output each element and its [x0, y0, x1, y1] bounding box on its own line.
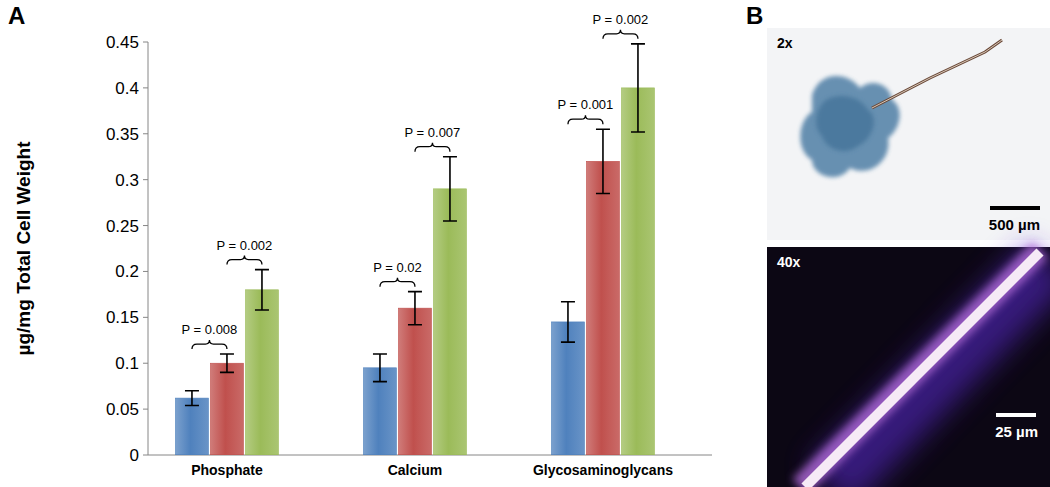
y-tick	[143, 363, 148, 364]
bracket	[380, 278, 415, 287]
error-bar	[443, 157, 457, 221]
bracket	[227, 256, 262, 265]
fluorescence-halo	[800, 250, 1040, 487]
magnification-label: 40x	[777, 254, 801, 270]
scale-bar-label: 25 µm	[995, 423, 1038, 440]
y-tick-label: 0.15	[106, 308, 139, 327]
y-tick-label: 0.35	[106, 125, 139, 144]
panel-label: B	[746, 2, 763, 29]
p-value-label: P = 0.007	[405, 125, 461, 140]
bar	[433, 189, 466, 455]
y-axis-line	[148, 42, 149, 455]
bar	[175, 398, 208, 455]
y-axis-label: µg/mg Total Cell Weight	[13, 141, 34, 356]
error-bar	[373, 354, 387, 382]
panel-label: A	[8, 2, 25, 29]
fiber-fluorescent	[805, 252, 1040, 487]
y-tick-label: 0.4	[115, 79, 139, 98]
bars	[175, 44, 654, 455]
p-value-label: P = 0.008	[182, 322, 238, 337]
bar	[586, 161, 619, 455]
bar	[621, 88, 654, 455]
y-tick-label: 0.1	[115, 354, 139, 373]
y-tick	[143, 317, 148, 318]
bar	[245, 290, 278, 455]
p-value-label: P = 0.002	[217, 238, 273, 253]
error-bar	[561, 302, 575, 342]
y-tick	[143, 42, 148, 43]
error-bar	[255, 270, 269, 310]
y-tick	[143, 179, 148, 180]
y-tick	[143, 133, 148, 134]
scale-bar	[990, 206, 1040, 210]
p-value-label: P = 0.001	[558, 97, 614, 112]
image-background	[767, 28, 1050, 240]
x-tick-label: Glycosaminoglycans	[533, 462, 673, 478]
bracket	[192, 340, 227, 349]
bar	[398, 308, 431, 455]
fiber	[872, 40, 1002, 108]
fiber-core	[872, 40, 1002, 108]
y-tick	[143, 225, 148, 226]
p-value-label: P = 0.02	[373, 260, 422, 275]
scale-bar	[996, 413, 1036, 417]
y-tick-label: 0.05	[106, 400, 139, 419]
error-bar	[596, 129, 610, 193]
fluorescence-glow	[830, 262, 1050, 487]
bar	[210, 363, 243, 455]
y-tick-label: 0.2	[115, 262, 139, 281]
y-tick-label: 0.3	[115, 171, 139, 190]
y-tick-label: 0.25	[106, 217, 139, 236]
error-bar	[631, 44, 645, 132]
scale-bar-label: 500 µm	[989, 216, 1040, 233]
y-tick	[143, 409, 148, 410]
cell-aggregate	[800, 76, 899, 177]
bracket	[568, 115, 603, 124]
p-value-label: P = 0.002	[593, 12, 649, 27]
bracket	[415, 143, 450, 152]
y-tick-label: 0.45	[106, 33, 139, 52]
y-tick	[143, 455, 148, 456]
bracket	[603, 30, 638, 39]
error-bar	[185, 391, 199, 406]
image-background	[767, 247, 1050, 487]
x-tick-label: Calcium	[388, 462, 442, 478]
figure: A 0 0.05 0.1 0.15 0.2 0.25 0.3 0.35 0.4 0.45 µg/mg …	[0, 0, 1050, 487]
x-tick-label: Phosphate	[191, 462, 263, 478]
error-bar	[220, 354, 234, 372]
cell-aggregate-core	[816, 96, 874, 151]
error-bar	[408, 292, 422, 325]
y-tick	[143, 87, 148, 88]
magnification-label: 2x	[777, 35, 793, 51]
y-tick-label: 0	[130, 446, 139, 465]
y-tick	[143, 271, 148, 272]
